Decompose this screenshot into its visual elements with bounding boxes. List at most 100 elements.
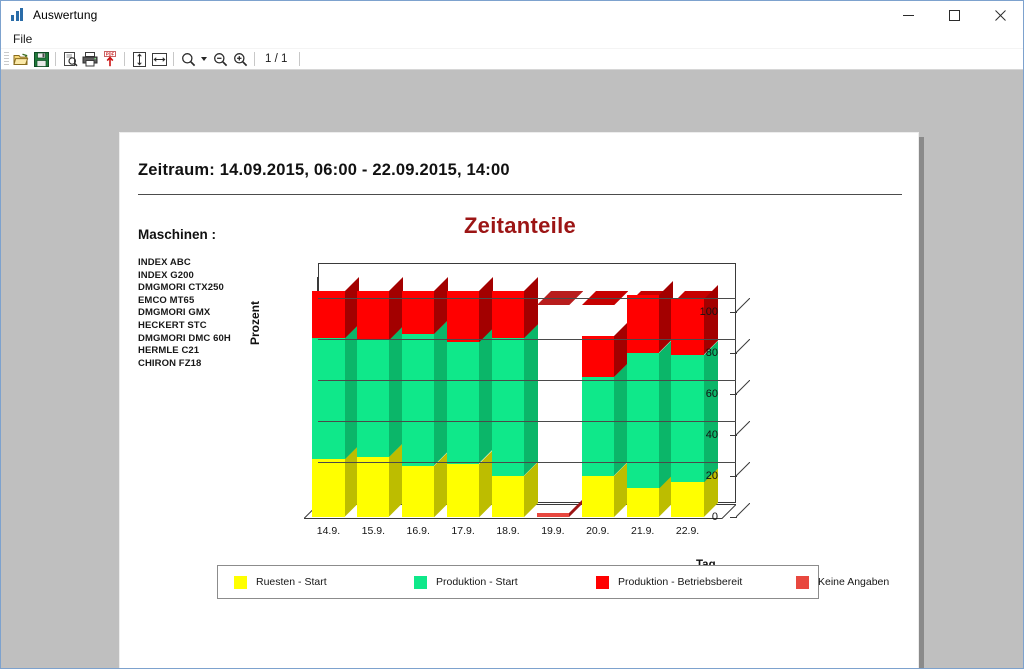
legend-entry: Ruesten - Start <box>234 575 327 589</box>
machine-list-item: DMGMORI GMX <box>138 307 211 319</box>
bar-segment-side <box>524 461 539 517</box>
bar-segment <box>491 277 539 339</box>
x-axis-tick-label: 18.9. <box>496 525 520 537</box>
bar-group <box>581 291 628 517</box>
toolbar-separator <box>254 52 255 66</box>
bar-segment-side <box>524 277 539 339</box>
bar-segment-front <box>312 338 345 460</box>
bar-segment-front <box>446 463 480 517</box>
menu-item-file[interactable]: File <box>13 32 33 46</box>
bar-segment-front <box>671 482 704 517</box>
bar-segment-front <box>446 342 480 464</box>
toolbar-separator <box>55 52 56 66</box>
bar-segment-side <box>703 285 718 355</box>
bar-segment <box>312 277 359 339</box>
zoom-out-icon[interactable] <box>210 50 230 69</box>
bar-segment-front <box>446 291 480 343</box>
y-axis-tick <box>730 517 737 518</box>
bar-segment-side <box>434 451 449 517</box>
bar-segment <box>626 281 673 353</box>
bar-segment-front <box>626 488 659 517</box>
machine-list-item: EMCO MT65 <box>138 294 195 306</box>
document-viewport[interactable]: Zeitraum: 14.09.2015, 06:00 - 22.09.2015… <box>1 70 1023 668</box>
y-axis-tick-label: 0 <box>711 511 718 523</box>
machine-list-item: HECKERT STC <box>138 319 207 331</box>
bar-segment-side <box>658 338 673 489</box>
y-axis-depth-connector <box>735 297 751 312</box>
bar-segment <box>357 443 404 517</box>
bar-group <box>312 277 359 517</box>
bar-segment <box>581 322 628 378</box>
bar-segment-front <box>626 295 659 353</box>
y-axis-depth-connector <box>735 379 751 395</box>
bar-segment-front <box>312 291 345 339</box>
legend-label: Produktion - Start <box>436 576 518 588</box>
page-indicator: 1 / 1 <box>265 53 288 65</box>
y-axis-tick-label: 40 <box>705 428 718 441</box>
toolbar-grip[interactable] <box>4 51 9 67</box>
zoom-dropdown-chevron-down-icon[interactable] <box>198 50 210 69</box>
bar-segment-side <box>389 443 404 517</box>
bar-group <box>671 285 718 517</box>
bar-segment <box>671 340 718 483</box>
bar-segment-side <box>524 324 539 476</box>
close-icon[interactable] <box>977 1 1023 30</box>
print-preview-icon[interactable] <box>60 50 80 69</box>
machine-list-item: INDEX ABC <box>138 257 191 268</box>
toolbar: PDF <box>1 49 1023 70</box>
bar-segment-side <box>703 468 718 517</box>
report-page: Zeitraum: 14.09.2015, 06:00 - 22.09.2015… <box>119 132 919 668</box>
legend-entry: Produktion - Betriebsbereit <box>596 575 743 589</box>
legend-entry: Keine Angaben <box>796 575 889 589</box>
x-axis-tick-label: 15.9. <box>361 525 386 537</box>
bar-segment-side <box>434 320 449 466</box>
report-header: Zeitraum: 14.09.2015, 06:00 - 22.09.2015… <box>138 161 902 180</box>
bar-chart-icon <box>10 7 26 23</box>
y-axis-title: Prozent <box>248 300 262 345</box>
bar-segment-side <box>613 363 628 476</box>
machine-list-item: INDEX G200 <box>138 269 194 281</box>
x-axis-tick-label: 17.9. <box>451 525 475 537</box>
toolbar-separator <box>299 52 301 66</box>
grid-line <box>318 379 736 381</box>
bar-segment-front <box>357 291 390 341</box>
grid-line <box>318 461 736 463</box>
legend-color-swatch <box>414 575 427 589</box>
bar-segment <box>671 468 718 517</box>
zoom-in-icon[interactable] <box>230 50 250 69</box>
window-title: Auswertung <box>33 8 98 22</box>
bar-segment-front <box>402 334 435 466</box>
bar-segment <box>357 277 404 341</box>
bar-segment-side <box>703 340 718 483</box>
zoom-icon[interactable] <box>178 50 198 69</box>
bar-segment-side <box>658 474 673 517</box>
legend-label: Produktion - Betriebsbereit <box>618 576 743 588</box>
bar-segment-side <box>344 445 359 517</box>
y-axis-depth-connector <box>735 502 751 518</box>
bar-segment <box>402 320 449 466</box>
y-axis-depth-connector <box>735 461 751 477</box>
bar-group <box>536 291 584 517</box>
bar-segment-front <box>491 291 525 339</box>
export-pdf-icon[interactable]: PDF <box>100 50 120 69</box>
toolbar-separator <box>124 52 125 66</box>
svg-text:PDF: PDF <box>106 52 115 57</box>
x-axis-tick-label: 16.9. <box>406 525 430 537</box>
chart-legend: Ruesten - Start Produktion - Start Produkt… <box>217 565 889 599</box>
legend-color-swatch <box>796 575 809 589</box>
bar-segment <box>626 338 673 489</box>
grid-line <box>318 338 736 340</box>
bar-segment <box>312 445 359 517</box>
minimize-icon[interactable] <box>885 1 931 30</box>
save-icon[interactable] <box>31 50 51 69</box>
legend-color-swatch <box>234 575 247 589</box>
maximize-icon[interactable] <box>931 1 977 30</box>
bar-group <box>491 277 539 517</box>
print-icon[interactable] <box>80 50 100 69</box>
bar-segment <box>491 461 539 517</box>
fit-width-icon[interactable] <box>149 50 169 69</box>
open-file-icon[interactable] <box>11 50 31 69</box>
fit-page-icon[interactable] <box>129 50 149 69</box>
bar-segment-side <box>389 326 404 458</box>
bar-segment <box>671 285 718 355</box>
